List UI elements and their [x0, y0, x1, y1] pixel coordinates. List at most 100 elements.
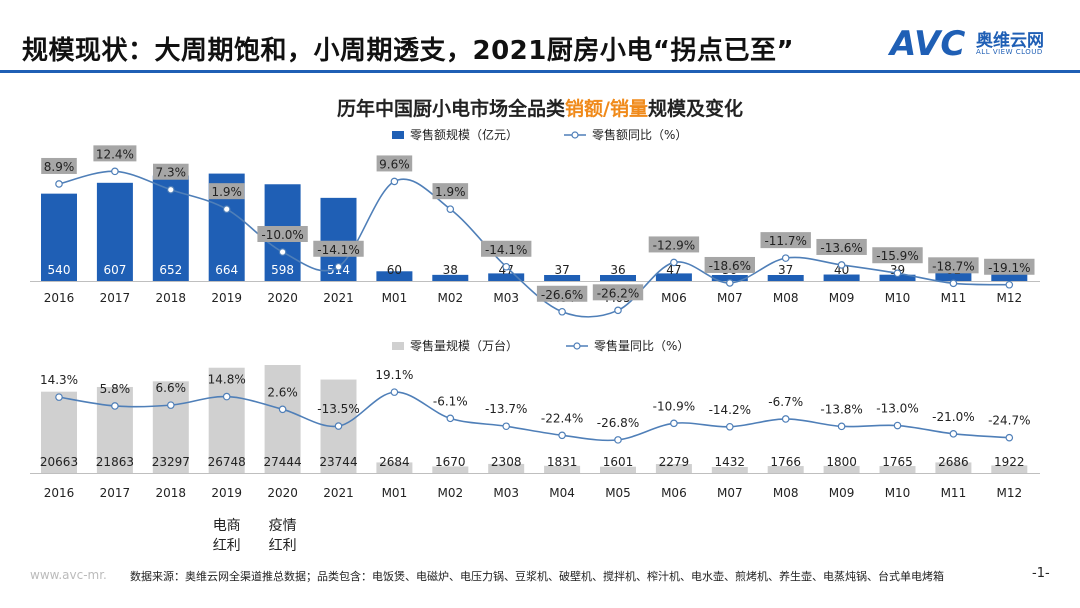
volume-yoy-label: 2.6%	[267, 385, 298, 399]
volume-yoy-point	[837, 422, 846, 431]
logo-word: AVC	[890, 24, 966, 64]
sales-yoy-label-box	[872, 247, 923, 264]
sales-yoy-label: -26.6%	[541, 288, 583, 302]
volume-bar	[152, 381, 189, 473]
sales-yoy-label-box	[208, 183, 245, 200]
volume-yoy-point	[893, 421, 902, 430]
sales-yoy-point	[614, 306, 622, 315]
sales-tick-label: M02	[437, 291, 463, 305]
sales-tick-label: 2021	[323, 291, 354, 305]
volume-bar	[879, 466, 916, 473]
volume-bar-label: 21863	[96, 455, 134, 469]
volume-yoy-label: -6.1%	[433, 394, 468, 408]
sales-yoy-label-box	[648, 236, 700, 253]
sales-bar	[711, 275, 748, 281]
volume-tick-label: M08	[773, 486, 799, 500]
sales-yoy-label: -19.1%	[988, 261, 1030, 275]
volume-yoy-point	[334, 422, 343, 430]
sales-bar-label: 40	[834, 263, 849, 277]
sales-tick-label: M06	[661, 291, 687, 305]
sales-yoy-label-box	[592, 284, 644, 301]
sales-legend-line-marker	[571, 131, 579, 139]
sales-bar-label: 540	[48, 263, 71, 277]
sales-yoy-label: 8.9%	[44, 160, 75, 174]
sales-yoy-label: -18.6%	[709, 259, 751, 273]
volume-yoy-point	[278, 405, 287, 414]
sales-yoy-point	[167, 185, 175, 194]
sales-bar	[376, 271, 413, 281]
sales-yoy-label: -15.9%	[876, 249, 918, 263]
sales-tick-label: M08	[773, 291, 799, 305]
sales-bar-label: 598	[271, 263, 294, 277]
sales-legend-bar-label: 零售额规模（亿元）	[410, 127, 518, 142]
volume-bar-label: 26748	[208, 455, 246, 469]
sales-yoy-label-box	[928, 257, 979, 274]
sales-yoy-label-box	[41, 157, 77, 174]
volume-bar	[600, 466, 636, 473]
sales-bar-label: 652	[159, 263, 182, 277]
sales-yoy-point	[502, 262, 511, 271]
volume-yoy-label: -13.8%	[820, 402, 862, 416]
sales-yoy-point	[222, 205, 231, 213]
volume-yoy-label: -6.7%	[768, 395, 803, 409]
sales-yoy-label-box	[376, 155, 413, 172]
volume-yoy-label: -10.9%	[653, 399, 695, 413]
volume-yoy-label: 14.8%	[208, 373, 246, 387]
sales-bar-label: 37	[554, 263, 569, 277]
volume-bar	[41, 391, 77, 473]
volume-tick-label: M03	[493, 486, 519, 500]
volume-bar-label: 2279	[659, 455, 690, 469]
volume-legend-bar-label: 零售量规模（万台）	[410, 338, 518, 353]
volume-yoy-point	[502, 422, 511, 431]
volume-bar	[767, 466, 804, 473]
volume-bar	[488, 463, 525, 473]
sales-yoy-point	[446, 205, 455, 213]
volume-bar-label: 1922	[994, 455, 1025, 469]
sales-yoy-point	[949, 279, 958, 288]
volume-yoy-point	[781, 415, 790, 423]
sales-yoy-label: 1.9%	[211, 185, 242, 199]
sales-bar	[96, 182, 133, 281]
sales-yoy-label-box	[760, 232, 811, 249]
sales-yoy-label: -11.7%	[764, 234, 806, 248]
volume-yoy-point	[167, 401, 175, 409]
sales-yoy-label-box	[536, 285, 588, 302]
volume-yoy-label: 19.1%	[375, 368, 413, 382]
sales-legend-line-label: 零售额同比（%）	[592, 127, 687, 142]
sales-bar	[488, 273, 525, 281]
volume-bar-label: 1601	[603, 455, 634, 469]
volume-yoy-label: -14.2%	[709, 403, 751, 417]
chart-title-prefix: 历年中国厨小电市场全品类	[337, 98, 566, 120]
volume-bar	[376, 462, 413, 473]
sales-yoy-label-box	[93, 145, 137, 162]
sales-yoy-label-box	[984, 258, 1035, 275]
volume-legend-line-marker	[573, 342, 581, 350]
sales-bar	[655, 273, 692, 281]
volume-yoy-point	[111, 402, 119, 410]
volume-bar	[96, 386, 133, 473]
volume-legend-bar-swatch	[392, 342, 404, 350]
volume-yoy-line	[58, 391, 1010, 442]
volume-bar-label: 1670	[435, 455, 466, 469]
volume-bar-label: 1766	[770, 455, 801, 469]
sales-yoy-label: -26.2%	[597, 286, 639, 300]
volume-bar	[208, 367, 245, 473]
volume-yoy-label: -13.7%	[485, 402, 527, 416]
sales-yoy-label-box	[432, 183, 469, 200]
volume-bar	[544, 465, 581, 473]
volume-yoy-point	[670, 419, 678, 428]
volume-tick-label: 2021	[323, 486, 354, 500]
sales-bar	[823, 274, 860, 281]
sales-bar-label: 36	[610, 263, 625, 277]
sales-tick-label: 2019	[211, 291, 242, 305]
volume-bar	[991, 465, 1028, 473]
volume-tick-label: M05	[605, 486, 631, 500]
sales-yoy-label: -14.1%	[485, 243, 527, 257]
volume-yoy-point	[446, 414, 455, 423]
volume-yoy-point	[222, 392, 231, 401]
sales-yoy-point	[55, 180, 63, 188]
sales-tick-label: M01	[382, 291, 408, 305]
volume-tick-label: 2019	[211, 486, 242, 500]
sales-bar	[544, 275, 581, 281]
